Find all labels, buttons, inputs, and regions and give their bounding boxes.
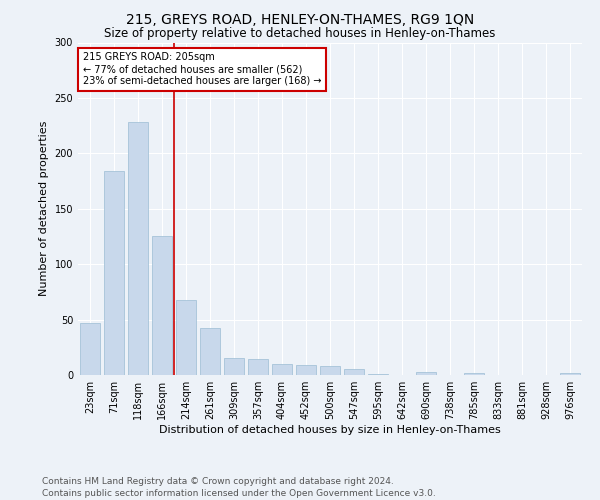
Bar: [368, 374, 388, 375]
Bar: [296, 365, 316, 375]
Text: Contains public sector information licensed under the Open Government Licence v3: Contains public sector information licen…: [42, 489, 436, 498]
Bar: [104, 171, 124, 375]
Bar: [224, 358, 244, 375]
Text: 215 GREYS ROAD: 205sqm
← 77% of detached houses are smaller (562)
23% of semi-de: 215 GREYS ROAD: 205sqm ← 77% of detached…: [83, 52, 322, 86]
Bar: [152, 236, 172, 375]
Text: Size of property relative to detached houses in Henley-on-Thames: Size of property relative to detached ho…: [104, 28, 496, 40]
Bar: [344, 370, 364, 375]
Bar: [464, 373, 484, 375]
Bar: [176, 300, 196, 375]
Text: Contains HM Land Registry data © Crown copyright and database right 2024.: Contains HM Land Registry data © Crown c…: [42, 478, 394, 486]
Text: 215, GREYS ROAD, HENLEY-ON-THAMES, RG9 1QN: 215, GREYS ROAD, HENLEY-ON-THAMES, RG9 1…: [126, 12, 474, 26]
Bar: [416, 372, 436, 375]
Bar: [200, 328, 220, 375]
Bar: [560, 373, 580, 375]
Y-axis label: Number of detached properties: Number of detached properties: [39, 121, 49, 296]
X-axis label: Distribution of detached houses by size in Henley-on-Thames: Distribution of detached houses by size …: [159, 425, 501, 435]
Bar: [248, 360, 268, 375]
Bar: [128, 122, 148, 375]
Bar: [80, 323, 100, 375]
Bar: [320, 366, 340, 375]
Bar: [272, 364, 292, 375]
